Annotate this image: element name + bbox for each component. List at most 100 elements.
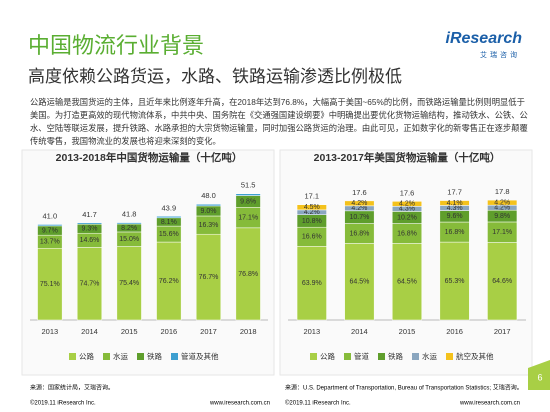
total-label: 17.8	[495, 187, 510, 196]
bar-segment	[439, 241, 470, 321]
data-label: 63.9%	[302, 280, 322, 287]
x-tick-label: 2017	[494, 327, 511, 336]
x-tick-label: 2016	[446, 327, 463, 336]
x-tick-label: 2015	[121, 327, 138, 336]
legend-swatch	[137, 353, 144, 360]
data-label: 17.1%	[238, 214, 258, 221]
bar-segment	[487, 242, 518, 321]
x-tick-label: 2013	[303, 327, 320, 336]
page-badge	[528, 360, 550, 390]
legend-swatch	[344, 353, 351, 360]
bar-segment	[37, 224, 63, 227]
bar-segment	[195, 233, 222, 321]
chart-title: 2013-2018年中国货物运输量（十亿吨）	[56, 151, 243, 164]
data-label: 4.2%	[351, 200, 367, 207]
x-tick-label: 2017	[200, 327, 217, 336]
chart-title: 2013-2017年美国货物运输量（十亿吨）	[314, 151, 501, 164]
legend-label: 航空及其他	[456, 351, 494, 361]
data-label: 4.3%	[447, 205, 463, 212]
data-label: 64.6%	[492, 278, 512, 285]
panel	[21, 149, 275, 376]
data-label: 76.8%	[238, 271, 258, 278]
data-label: 75.4%	[119, 280, 139, 287]
data-label: 10.8%	[302, 218, 322, 225]
data-label: 64.5%	[397, 279, 417, 286]
data-label: 76.2%	[159, 278, 179, 285]
copyright: ©2019.11 iResearch Inc.	[30, 400, 96, 407]
page-number: 6	[537, 372, 542, 382]
total-label: 17.7	[447, 188, 462, 197]
data-label: 4.2%	[399, 201, 415, 208]
legend-swatch	[171, 353, 178, 360]
bar-segment	[344, 200, 375, 207]
x-tick-label: 2014	[351, 327, 368, 336]
source: 来源：国家统计局，艾瑞咨询。	[30, 384, 114, 392]
bar-segment	[37, 248, 63, 321]
data-label: 8.1%	[161, 219, 177, 226]
data-label: 4.2%	[351, 205, 367, 212]
data-label: 76.7%	[199, 274, 219, 281]
legend-swatch	[69, 353, 76, 360]
data-label: 4.2%	[494, 205, 510, 212]
data-label: 16.8%	[349, 230, 369, 237]
x-tick-label: 2013	[41, 327, 58, 336]
source: 来源：U.S. Department of Transportation, Bu…	[285, 384, 523, 392]
legend-swatch	[412, 353, 419, 360]
logo-sub: 艾瑞咨询	[480, 52, 520, 59]
bar-segment	[487, 199, 518, 206]
website: www.iresearch.com.cn	[459, 401, 520, 407]
bar-segment	[76, 247, 103, 321]
bar-segment	[156, 216, 182, 219]
data-label: 65.3%	[445, 278, 465, 285]
data-label: 9.6%	[447, 213, 463, 220]
total-label: 41.0	[43, 211, 58, 220]
legend-label: 水运	[113, 351, 128, 361]
data-label: 8.2%	[121, 225, 137, 232]
total-label: 17.6	[400, 188, 415, 197]
data-label: 13.7%	[40, 239, 60, 246]
data-label: 16.6%	[302, 234, 322, 241]
bar-segment	[76, 222, 103, 225]
data-label: 14.6%	[80, 237, 100, 244]
bar-segment	[296, 204, 327, 211]
data-label: 15.6%	[159, 231, 179, 238]
bar-segment	[116, 222, 142, 225]
bar-segment	[296, 246, 327, 321]
body-text: 公路运输是我国货运的主体，且近年来比例逐年升高，在2018年达到76.8%，大幅…	[30, 97, 528, 146]
bar-segment	[344, 243, 375, 321]
x-tick-label: 2016	[160, 327, 177, 336]
data-label: 4.3%	[399, 206, 415, 213]
title: 中国物流行业背景	[28, 33, 205, 58]
legend-swatch	[378, 353, 385, 360]
data-label: 9.0%	[201, 208, 217, 215]
subtitle: 高度依赖公路货运，水路、铁路运输渗透比例极低	[28, 67, 402, 86]
data-label: 74.7%	[80, 281, 100, 288]
bar-segment	[156, 241, 182, 321]
bar-segment	[391, 243, 423, 321]
legend-swatch	[103, 353, 110, 360]
logo: iResearch	[445, 30, 523, 47]
data-label: 4.2%	[304, 209, 320, 216]
total-label: 48.0	[201, 191, 216, 200]
data-label: 16.8%	[397, 230, 417, 237]
data-label: 9.3%	[82, 226, 98, 233]
data-label: 75.1%	[40, 281, 60, 288]
data-label: 16.3%	[199, 222, 219, 229]
copyright: ©2019.11 iResearch Inc.	[285, 400, 351, 407]
total-label: 17.6	[352, 188, 367, 197]
bar-segment	[391, 201, 423, 207]
legend-label: 铁路	[388, 351, 403, 361]
legend-label: 管道及其他	[181, 351, 219, 361]
data-label: 10.7%	[349, 214, 369, 221]
data-label: 9.7%	[42, 227, 58, 234]
bar-segment	[195, 203, 222, 207]
total-label: 41.8	[122, 210, 137, 219]
data-label: 9.8%	[494, 213, 510, 220]
total-label: 43.9	[162, 203, 177, 212]
website: www.iresearch.com.cn	[209, 401, 270, 407]
legend-label: 公路	[79, 351, 94, 361]
legend-label: 水运	[422, 351, 437, 361]
bar-segment	[116, 246, 142, 321]
